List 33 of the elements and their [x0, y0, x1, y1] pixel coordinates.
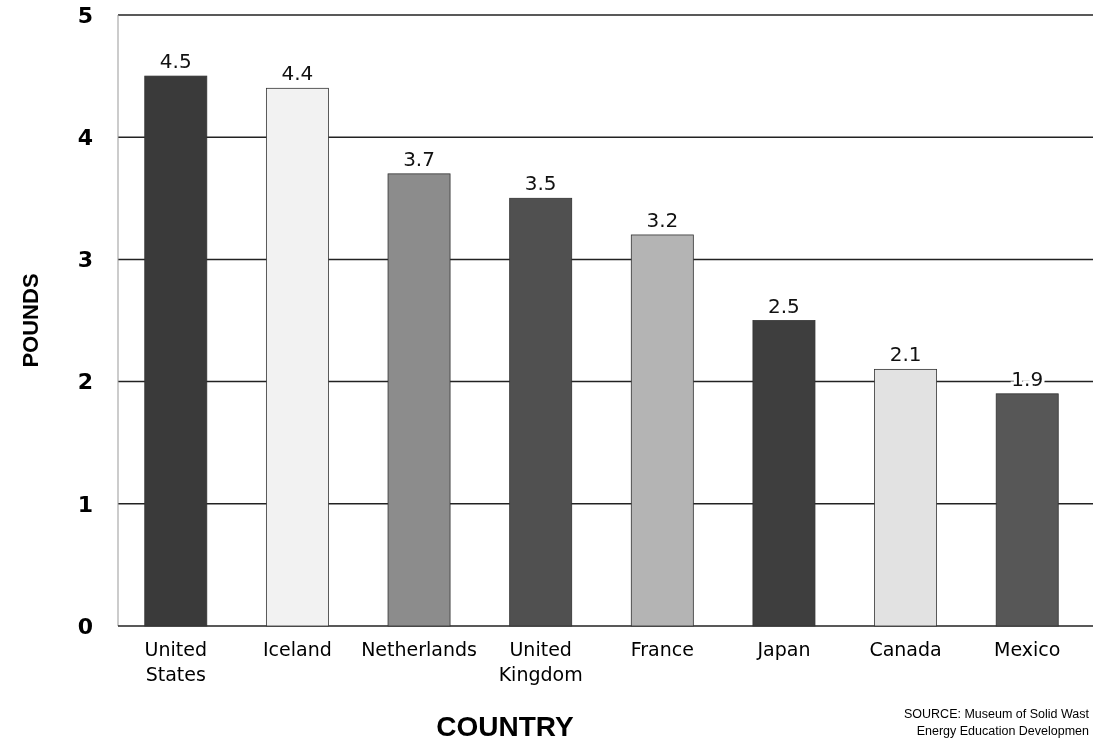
x-tick-label: Mexico: [994, 638, 1061, 660]
bar: [387, 173, 451, 627]
text: Energy Education Developmen: [916, 724, 1090, 738]
data-label: 2.5: [768, 293, 800, 318]
data-label: 3.5: [524, 171, 557, 196]
y-axis-title: POUNDS: [18, 273, 43, 368]
x-axis-title: COUNTRY: [436, 711, 575, 742]
bar: [266, 87, 329, 627]
x-tick-label: Netherlands: [361, 638, 477, 660]
y-tick-label: 4: [77, 124, 93, 150]
source-note: SOURCE: Museum of Solid Wast: [903, 707, 1090, 721]
y-tick-label: 1: [77, 491, 93, 517]
bar: [509, 197, 573, 627]
x-tick-label: France: [630, 638, 694, 660]
data-label: 3.7: [403, 146, 435, 171]
x-tick-label: United States: [144, 638, 207, 685]
data-label: 4.5: [159, 49, 192, 74]
y-tick-label: 3: [77, 247, 93, 273]
x-tick-label: Japan: [756, 638, 811, 660]
y-tick-label: 2: [77, 369, 93, 395]
bar: [630, 234, 694, 627]
bar: [874, 368, 938, 627]
data-label: 4.4: [281, 61, 314, 86]
bar: [144, 75, 208, 627]
bar: [995, 393, 1059, 627]
x-tick-label: Canada: [869, 638, 942, 660]
y-tick-label: 0: [77, 613, 93, 639]
x-tick-label: United Kingdom: [498, 638, 583, 685]
x-tick-label: Iceland: [263, 638, 332, 660]
y-tick-label: 5: [77, 2, 93, 28]
data-label: 2.1: [889, 342, 922, 367]
bar: [752, 320, 816, 627]
data-label: 3.2: [646, 207, 679, 232]
